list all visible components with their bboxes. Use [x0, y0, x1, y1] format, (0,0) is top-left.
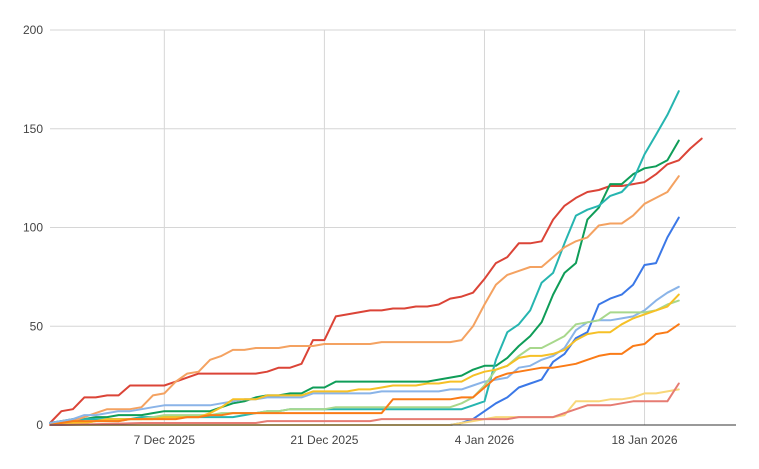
series-line-2	[49, 139, 680, 424]
axis-layer: 0 50 100 150 200 7 Dec 2025 21 Dec 2025 4 Jan 2…	[23, 23, 736, 447]
series-line-9	[49, 323, 680, 426]
series-layer	[49, 90, 703, 426]
y-tick-label: 200	[23, 23, 43, 37]
y-tick-label: 0	[36, 418, 43, 432]
series-line-1	[49, 137, 703, 424]
grid-layer	[50, 29, 736, 425]
y-tick-label: 150	[23, 122, 43, 136]
x-tick-label: 7 Dec 2025	[134, 433, 196, 447]
x-tick-label: 4 Jan 2026	[455, 433, 515, 447]
series-line-11	[49, 382, 680, 426]
y-tick-label: 100	[23, 221, 43, 235]
series-line-7	[49, 299, 680, 426]
series-line-6	[49, 285, 680, 424]
y-tick-label: 50	[30, 319, 44, 333]
series-line-3	[49, 90, 680, 424]
series-line-4	[49, 175, 680, 426]
x-tick-label: 18 Jan 2026	[612, 433, 678, 447]
x-tick-label: 21 Dec 2025	[290, 433, 358, 447]
